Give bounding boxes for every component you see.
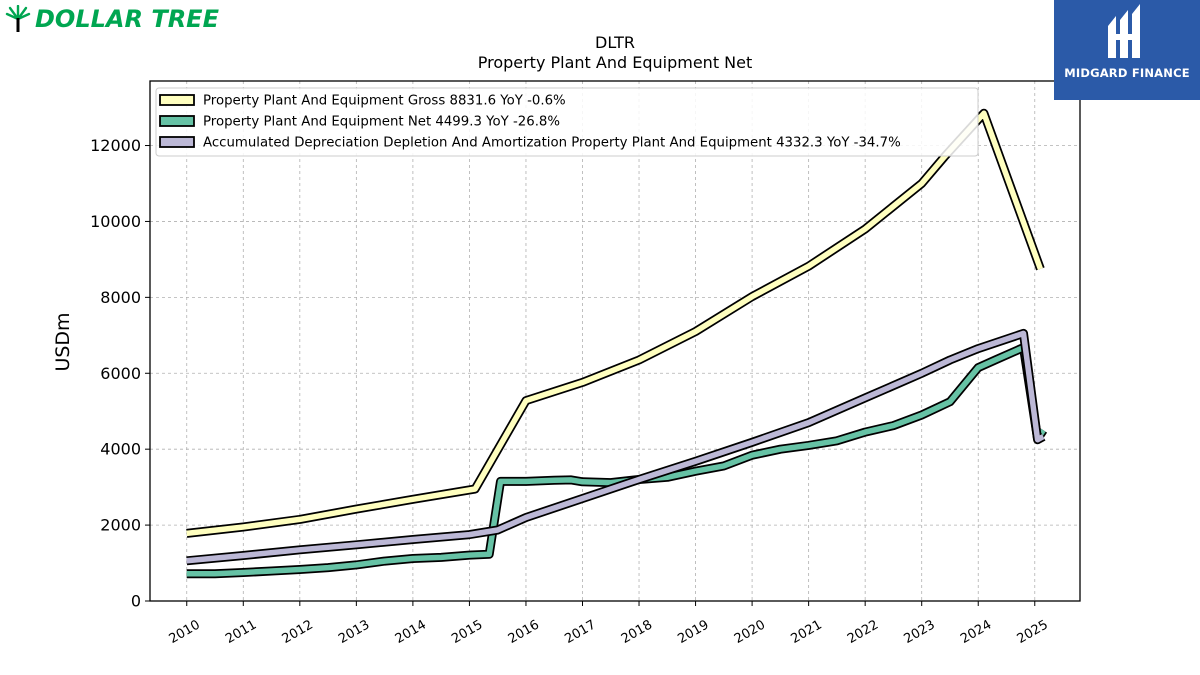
series-outline-1	[186, 108, 1045, 538]
x-tick-label: 2017	[562, 617, 598, 647]
x-tick-label: 2013	[336, 617, 372, 647]
grid	[150, 81, 1080, 601]
legend-label-2: Property Plant And Equipment Net 4499.3 …	[203, 115, 560, 130]
y-axis-label: USDm	[52, 312, 74, 371]
legend-frame	[155, 87, 979, 157]
plot-area-frame	[149, 80, 1081, 602]
x-tick-label: 2010	[167, 617, 203, 647]
series-line-1	[186, 110, 1043, 537]
dollar-tree-logo-text: DOLLAR TREE	[35, 5, 219, 33]
y-tick-label: 10000	[90, 212, 141, 231]
midgard-finance-logo-text: MIDGARD FINANCE	[1064, 66, 1190, 80]
y-tick-label: 4000	[100, 440, 141, 459]
series-outline-2	[186, 343, 1048, 579]
x-tick-label: 2015	[449, 617, 485, 647]
x-tick-label: 2014	[393, 617, 429, 647]
series-line-2	[186, 344, 1046, 577]
chart-subtitle: Property Plant And Equipment Net	[478, 53, 753, 72]
y-tick-label: 12000	[90, 136, 141, 155]
chart-title: DLTR	[595, 33, 635, 52]
x-tick-label: 2019	[675, 617, 711, 647]
y-tick-label: 8000	[100, 288, 141, 307]
x-tick-label: 2020	[732, 617, 768, 647]
legend-swatch-1	[159, 94, 195, 106]
dollar-tree-logo: DOLLAR TREE	[4, 4, 219, 34]
x-tick-label: 2022	[845, 617, 881, 647]
x-tick-label: 2023	[902, 617, 938, 647]
series-line-3	[186, 330, 1045, 564]
y-tick-label: 0	[131, 592, 141, 611]
x-tick-label: 2018	[619, 617, 655, 647]
x-tick-label: 2012	[280, 617, 316, 647]
midgard-emblem-icon	[1108, 4, 1140, 58]
x-axis: 2010 2011 2012 2013 2014 2015 2016 2017 2018 2019…	[167, 601, 1051, 647]
y-axis: 0 2000 4000 6000 8000 10000 12000	[90, 136, 150, 611]
y-tick-label: 2000	[100, 516, 141, 535]
legend-swatch-2	[159, 115, 195, 127]
legend-label-1: Property Plant And Equipment Gross 8831.…	[203, 94, 566, 109]
x-tick-label: 2024	[958, 617, 994, 647]
palm-tree-icon	[5, 5, 31, 32]
legend-label-3: Accumulated Depreciation Depletion And A…	[203, 136, 901, 151]
y-tick-label: 6000	[100, 364, 141, 383]
x-tick-label: 2025	[1015, 617, 1051, 647]
legend: Property Plant And Equipment Gross 8831.…	[155, 87, 979, 157]
midgard-finance-logo: MIDGARD FINANCE	[1054, 0, 1200, 100]
legend-swatch-3	[159, 136, 195, 148]
x-tick-label: 2016	[506, 617, 542, 647]
x-tick-label: 2011	[223, 617, 259, 647]
series-lines	[186, 108, 1048, 579]
x-tick-label: 2021	[788, 617, 824, 647]
